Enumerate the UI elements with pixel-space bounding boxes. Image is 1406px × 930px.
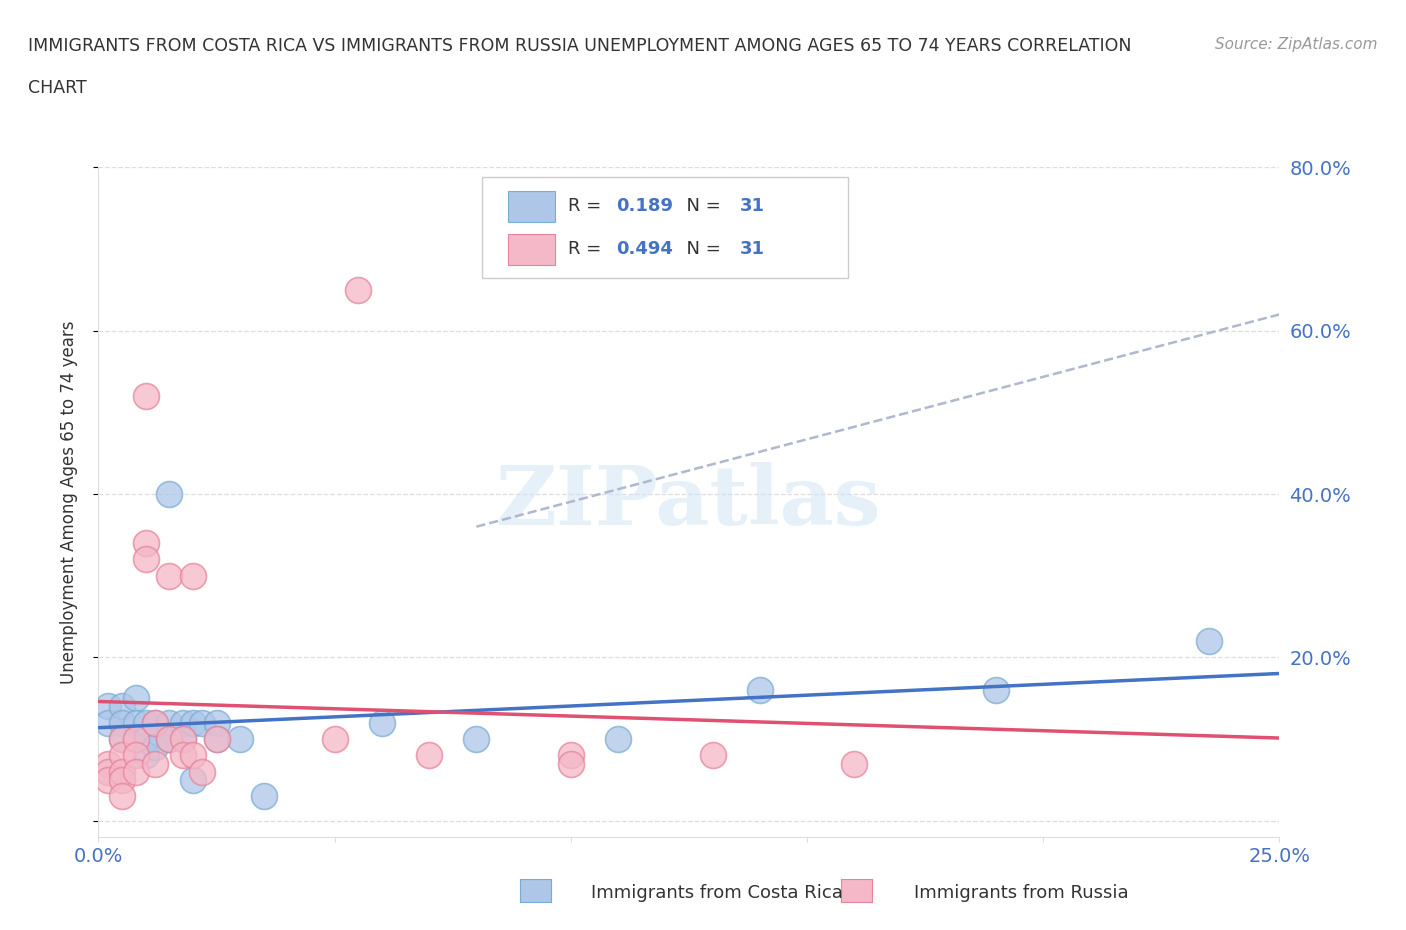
Text: Source: ZipAtlas.com: Source: ZipAtlas.com (1215, 37, 1378, 52)
Point (111, 732, 134, 747)
Y-axis label: Unemployment Among Ages 65 to 74 years: Unemployment Among Ages 65 to 74 years (59, 321, 77, 684)
Point (125, 691, 148, 706)
Text: ZIPatlas: ZIPatlas (496, 462, 882, 542)
Point (157, 715, 180, 730)
Point (172, 748, 194, 763)
Point (984, 683, 1007, 698)
Point (135, 732, 157, 747)
Point (135, 551, 157, 566)
Point (97, 764, 120, 779)
Point (181, 748, 204, 763)
Text: 31: 31 (740, 240, 765, 259)
Point (181, 773, 204, 788)
Point (172, 732, 194, 747)
Point (172, 715, 194, 730)
Text: IMMIGRANTS FROM COSTA RICA VS IMMIGRANTS FROM RUSSIA UNEMPLOYMENT AMONG AGES 65 : IMMIGRANTS FROM COSTA RICA VS IMMIGRANTS… (28, 37, 1132, 55)
Point (135, 715, 157, 730)
Point (97, 773, 120, 788)
Point (97, 715, 120, 730)
Point (111, 773, 134, 788)
Text: N =: N = (675, 240, 727, 259)
Point (157, 568, 180, 583)
Point (143, 739, 166, 754)
Point (205, 715, 228, 730)
Point (844, 756, 866, 771)
Point (465, 732, 488, 747)
Point (253, 789, 276, 804)
Point (323, 732, 346, 747)
Point (229, 732, 252, 747)
Point (135, 536, 157, 551)
Point (157, 732, 180, 747)
Point (135, 389, 157, 404)
Text: R =: R = (568, 197, 607, 215)
Point (205, 732, 228, 747)
Point (418, 748, 440, 763)
Point (607, 732, 630, 747)
Text: N =: N = (675, 197, 727, 215)
Point (560, 748, 582, 763)
Text: Immigrants from Costa Rica: Immigrants from Costa Rica (591, 884, 842, 902)
Point (111, 732, 134, 747)
Point (181, 715, 204, 730)
Point (191, 764, 214, 779)
Point (157, 486, 180, 501)
Point (143, 715, 166, 730)
FancyBboxPatch shape (508, 233, 555, 265)
Point (97, 699, 120, 714)
Point (347, 283, 370, 298)
Point (125, 715, 148, 730)
Point (191, 715, 214, 730)
Point (125, 764, 148, 779)
Point (125, 732, 148, 747)
Point (125, 748, 148, 763)
Text: CHART: CHART (28, 79, 87, 97)
Point (205, 732, 228, 747)
Point (560, 756, 582, 771)
Point (702, 748, 724, 763)
FancyBboxPatch shape (508, 191, 555, 221)
Point (371, 715, 394, 730)
Point (111, 764, 134, 779)
Text: 0.189: 0.189 (616, 197, 672, 215)
Point (172, 732, 194, 747)
Point (111, 748, 134, 763)
Text: R =: R = (568, 240, 607, 259)
Point (748, 683, 770, 698)
FancyBboxPatch shape (482, 178, 848, 278)
Point (143, 756, 166, 771)
Text: 0.494: 0.494 (616, 240, 672, 259)
Point (97, 756, 120, 771)
Point (135, 748, 157, 763)
Point (1198, 633, 1220, 648)
Point (157, 732, 180, 747)
Point (111, 789, 134, 804)
Text: Immigrants from Russia: Immigrants from Russia (914, 884, 1129, 902)
Point (143, 715, 166, 730)
Text: 31: 31 (740, 197, 765, 215)
Point (111, 715, 134, 730)
Point (111, 699, 134, 714)
Point (125, 732, 148, 747)
Point (181, 568, 204, 583)
